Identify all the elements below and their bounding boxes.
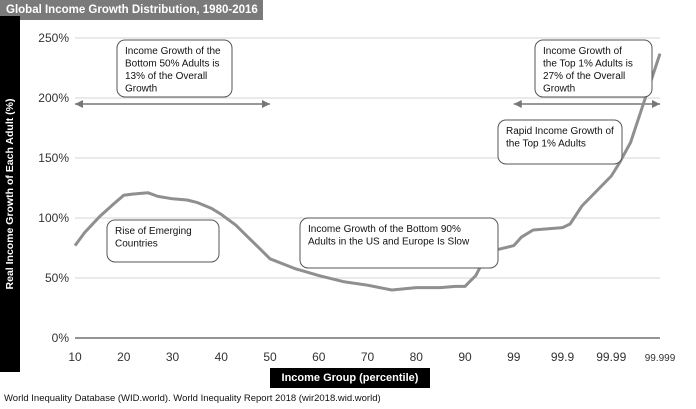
top-1-range-arrow-head-left <box>513 100 522 108</box>
annotation-text: Adults in the US and Europe Is Slow <box>308 237 470 248</box>
annotation-text: Growth <box>543 84 575 95</box>
y-tick-label: 250% <box>38 31 69 45</box>
x-tick-label: 99.9 <box>551 350 575 364</box>
annotation-text: Bottom 50% Adults is <box>125 59 220 70</box>
chart-title: Global Income Growth Distribution, 1980-… <box>0 0 263 20</box>
annotation-text: 13% of the Overall <box>125 71 207 82</box>
x-tick-label: 10 <box>68 350 82 364</box>
top-1-range-arrow-head-right <box>652 100 660 108</box>
y-axis-label-box: Real Income Growth of Each Adult (%) <box>0 16 20 372</box>
x-tick-label: 60 <box>312 350 326 364</box>
x-tick-label: 40 <box>215 350 229 364</box>
annotation-text: Income Growth of the <box>125 46 221 57</box>
annotation-text: Countries <box>115 239 158 250</box>
x-tick-label: 30 <box>166 350 180 364</box>
x-tick-label: 99.999 <box>645 353 676 364</box>
y-tick-label: 0% <box>52 331 70 345</box>
annotation-text: Income Growth of the Bottom 90% <box>308 224 461 235</box>
annotation-text: the Top 1% Adults is <box>543 59 633 70</box>
annotation-text: Income Growth of <box>543 46 622 57</box>
bottom-50-range-arrow-head-left <box>75 100 83 108</box>
x-tick-label: 50 <box>263 350 277 364</box>
annotation-box <box>299 217 499 269</box>
x-tick-label: 20 <box>117 350 131 364</box>
annotation-text: Growth <box>125 84 157 95</box>
y-tick-label: 150% <box>38 151 69 165</box>
x-axis-label: Income Group (percentile) <box>270 368 430 388</box>
annotation-box <box>116 39 233 98</box>
y-tick-label: 200% <box>38 91 69 105</box>
source-note: World Inequality Database (WID.world). W… <box>4 393 381 404</box>
annotation-text: Rapid Income Growth of <box>506 126 614 137</box>
bottom-50-range-arrow-head-right <box>262 100 270 108</box>
x-tick-label: 99 <box>507 350 521 364</box>
x-tick-label: 70 <box>361 350 375 364</box>
annotation-text: the Top 1% Adults <box>506 139 586 150</box>
annotation-box <box>106 219 220 263</box>
annotation-box <box>534 39 653 98</box>
annotation-box <box>497 119 623 165</box>
annotation-text: Rise of Emerging <box>115 226 192 237</box>
income-growth-line <box>73 53 662 292</box>
x-tick-label: 80 <box>410 350 424 364</box>
y-tick-label: 100% <box>38 211 69 225</box>
x-tick-label: 99.99 <box>596 350 626 364</box>
x-tick-label: 90 <box>458 350 472 364</box>
annotation-text: 27% of the Overall <box>543 71 625 82</box>
y-tick-label: 50% <box>45 271 69 285</box>
